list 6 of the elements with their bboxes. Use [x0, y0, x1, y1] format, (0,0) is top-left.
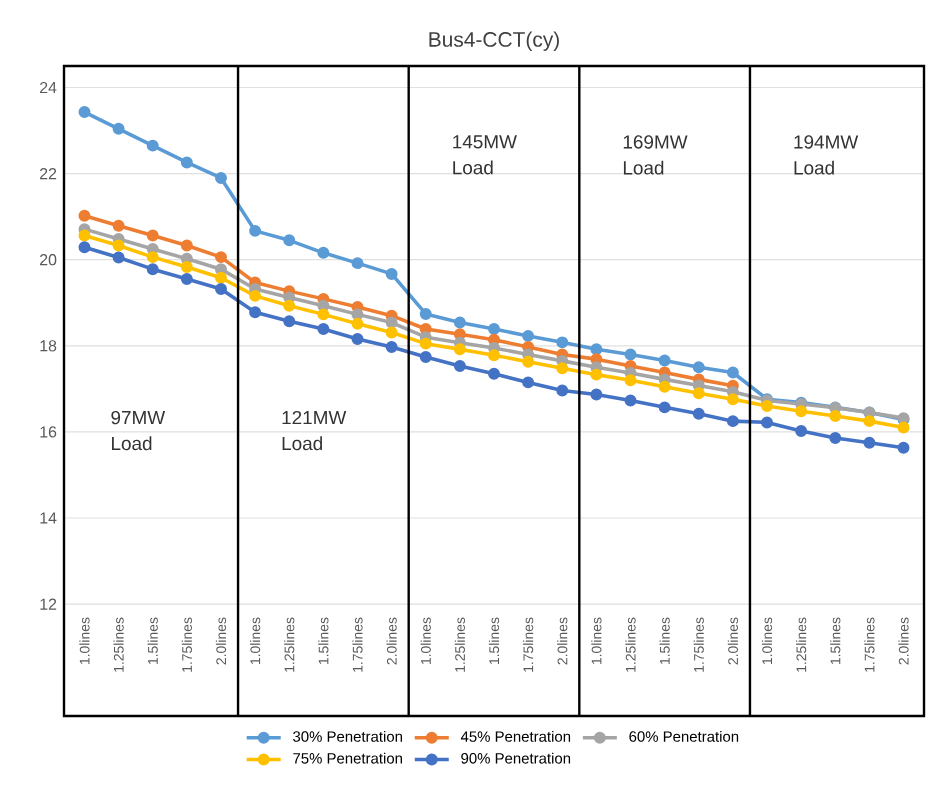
- annotation: 169MW Load: [623, 135, 688, 175]
- annotation: 97MW Load: [111, 410, 166, 451]
- annotation: 121MW Load: [282, 410, 347, 451]
- annotation: 145MW Load: [453, 135, 517, 175]
- annotation: 194MW Load: [794, 135, 859, 175]
- chart-title: Bus4-CCT(cy): [429, 31, 559, 51]
